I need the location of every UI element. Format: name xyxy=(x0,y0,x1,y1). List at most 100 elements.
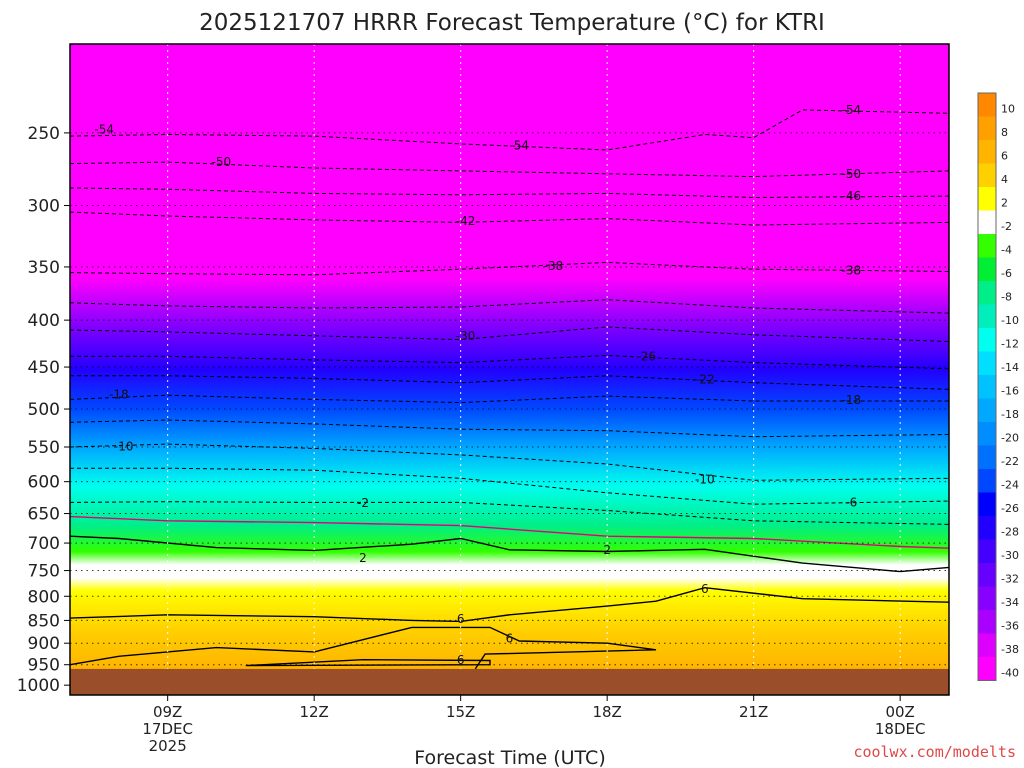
plot-area: -54-54-54-50-50-46-42-38 -38-30-26-22-18-… xyxy=(70,44,949,695)
colorbar-tick-label: -14 xyxy=(1001,361,1019,374)
colorbar-tick-label: -38 xyxy=(1001,643,1019,656)
credit-link[interactable]: coolwx.com/modelts xyxy=(853,743,1016,761)
colorbar-tick-label: -36 xyxy=(1001,620,1019,633)
colorbar-swatch xyxy=(978,610,996,634)
colorbar-swatch xyxy=(978,187,996,211)
y-tick-label: 500 xyxy=(28,400,60,420)
colorbar-tick-label: -24 xyxy=(1001,479,1019,492)
colorbar-frame xyxy=(977,92,997,681)
colorbar-swatch xyxy=(978,492,996,516)
colorbar-tick-label: -12 xyxy=(1001,338,1019,351)
contour-line xyxy=(70,515,949,549)
chart-title: 2025121707 HRRR Forecast Temperature (°C… xyxy=(199,10,825,36)
colorbar-tick-label: -34 xyxy=(1001,596,1019,609)
colorbar-swatch xyxy=(978,633,996,657)
contour-label: -22 xyxy=(695,372,715,386)
y-tick-label: 350 xyxy=(28,258,60,278)
contour-label: 2 xyxy=(359,551,367,565)
contour-label: 6 xyxy=(457,612,465,626)
x-tick-label: 00Z xyxy=(885,703,914,721)
y-tick-label: 850 xyxy=(28,611,60,631)
y-tick-label: 800 xyxy=(28,587,60,607)
contour-line xyxy=(70,626,657,670)
colorbar-swatch xyxy=(978,445,996,469)
colorbar-swatch xyxy=(978,539,996,563)
y-tick-label: 1000 xyxy=(17,676,60,696)
colorbar-tick-label: -40 xyxy=(1001,667,1019,680)
colorbar-tick-label: 4 xyxy=(1001,173,1008,186)
contour-line xyxy=(70,535,949,573)
x-tick-label: 15Z xyxy=(446,703,475,721)
contour-label: -10 xyxy=(695,473,715,487)
contour-label: -54 xyxy=(509,138,529,152)
contour-label: 2 xyxy=(603,543,611,557)
colorbar-swatch xyxy=(978,469,996,493)
temperature-field xyxy=(70,44,949,695)
y-tick-label: 400 xyxy=(28,311,60,331)
colorbar-tick-label: 10 xyxy=(1001,103,1015,116)
contour-label: 6 xyxy=(701,582,709,596)
colorbar-tick-label: -8 xyxy=(1001,291,1012,304)
colorbar-tick-label: -30 xyxy=(1001,549,1019,562)
y-tick-label: 650 xyxy=(28,505,60,525)
contour-label: -18 xyxy=(842,393,862,407)
surface-below-ground xyxy=(70,668,949,695)
x-axis-label: Forecast Time (UTC) xyxy=(414,747,605,768)
colorbar-swatch xyxy=(978,257,996,281)
contour-label: -46 xyxy=(842,189,862,203)
contour-line xyxy=(245,658,491,667)
y-tick-label: 450 xyxy=(28,358,60,378)
y-axis: 250 300 350 400 450 500 550 600 650 700 750 800 850 9… xyxy=(17,124,70,696)
contour-label: -38 xyxy=(544,259,564,273)
y-tick-label: 550 xyxy=(28,438,60,458)
contour-label: 6 xyxy=(506,631,514,645)
x-tick-label: 2025 xyxy=(149,737,187,755)
colorbar-tick-label: -10 xyxy=(1001,314,1019,327)
colorbar-swatch xyxy=(978,140,996,164)
colorbar-swatch xyxy=(978,422,996,446)
colorbar-swatch xyxy=(978,563,996,587)
colorbar-swatch xyxy=(978,234,996,258)
colorbar-tick-label: -28 xyxy=(1001,526,1019,539)
contour-label: -54 xyxy=(94,123,114,137)
y-tick-label: 900 xyxy=(28,634,60,654)
colorbar-tick-label: -16 xyxy=(1001,385,1019,398)
colorbar-tick-label: -4 xyxy=(1001,244,1012,257)
colorbar-swatch xyxy=(978,93,996,117)
contour-layer xyxy=(70,109,949,670)
y-tick-label: 700 xyxy=(28,534,60,554)
colorbar-tick-label: -22 xyxy=(1001,455,1019,468)
contour-label: -38 xyxy=(842,263,862,277)
colorbar-swatch xyxy=(978,163,996,187)
y-tick-label: 950 xyxy=(28,656,60,676)
contour-label-layer: -54-54-54-50-50-46-42-38 -38-30-26-22-18-… xyxy=(94,103,861,667)
colorbar-tick-label: -18 xyxy=(1001,408,1019,421)
contour-label: -6 xyxy=(845,495,857,509)
x-tick-label: 09Z xyxy=(153,703,182,721)
contour-label: -50 xyxy=(842,167,862,181)
y-tick-label: 250 xyxy=(28,124,60,144)
x-tick-label: 12Z xyxy=(299,703,328,721)
colorbar-tick-label: 2 xyxy=(1001,197,1008,210)
contour-label: -2 xyxy=(357,496,369,510)
colorbar-swatch xyxy=(978,304,996,328)
colorbar-tick-label: -2 xyxy=(1001,220,1012,233)
x-tick-label: 21Z xyxy=(739,703,768,721)
contour-label: -42 xyxy=(456,214,476,228)
contour-line xyxy=(70,109,949,151)
contour-label: -26 xyxy=(636,349,656,363)
colorbar: 10 8 6 4 2 -2 -4 -6 -8 -10 -12 -14 -16 -18 -20 -22 -24 -2… xyxy=(977,92,1019,681)
colorbar-tick-label: -20 xyxy=(1001,432,1019,445)
colorbar-swatch xyxy=(978,657,996,681)
colorbar-tick-label: -6 xyxy=(1001,267,1012,280)
contour-label: -50 xyxy=(212,155,232,169)
colorbar-swatch xyxy=(978,375,996,399)
colorbar-swatch xyxy=(978,398,996,422)
x-tick-label: 18DEC xyxy=(875,720,926,738)
colorbar-swatch xyxy=(978,210,996,234)
y-tick-label: 300 xyxy=(28,197,60,217)
y-tick-label: 750 xyxy=(28,562,60,582)
contour-label: 6 xyxy=(457,653,465,667)
